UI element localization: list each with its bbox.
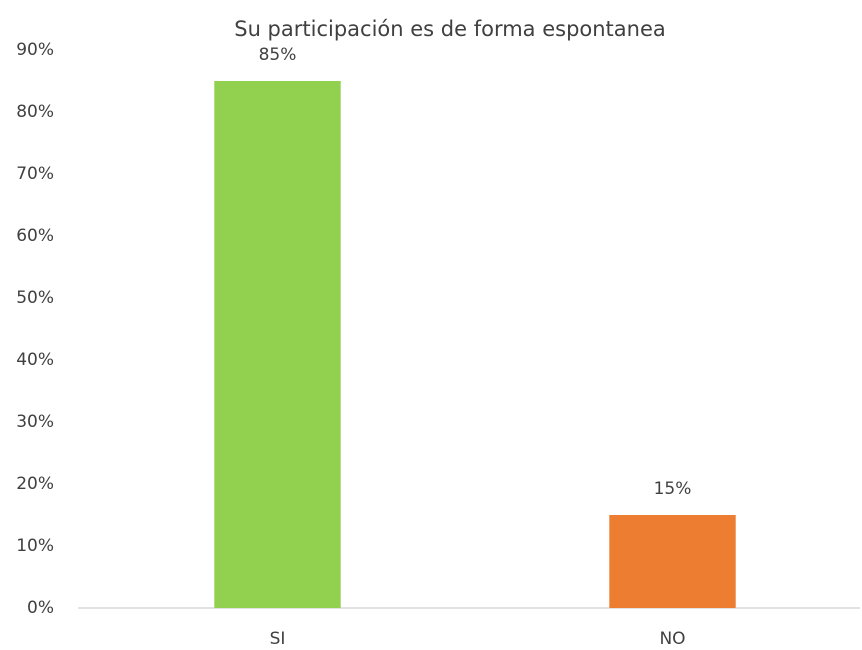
data-label: 85% — [259, 45, 297, 65]
y-tick-label: 20% — [16, 474, 54, 494]
y-tick-label: 0% — [27, 598, 54, 618]
y-tick-label: 50% — [16, 288, 54, 308]
y-tick-label: 60% — [16, 226, 54, 246]
y-tick-label: 80% — [16, 102, 54, 122]
bar — [609, 515, 736, 608]
y-tick-label: 70% — [16, 164, 54, 184]
x-tick-label: SI — [270, 629, 286, 649]
data-label: 15% — [654, 479, 692, 499]
x-tick-label: NO — [659, 629, 685, 649]
chart-title: Su participación es de forma espontanea — [234, 17, 666, 41]
bar — [214, 81, 341, 608]
y-tick-label: 40% — [16, 350, 54, 370]
y-tick-label: 90% — [16, 40, 54, 60]
y-tick-label: 30% — [16, 412, 54, 432]
y-tick-label: 10% — [16, 536, 54, 556]
